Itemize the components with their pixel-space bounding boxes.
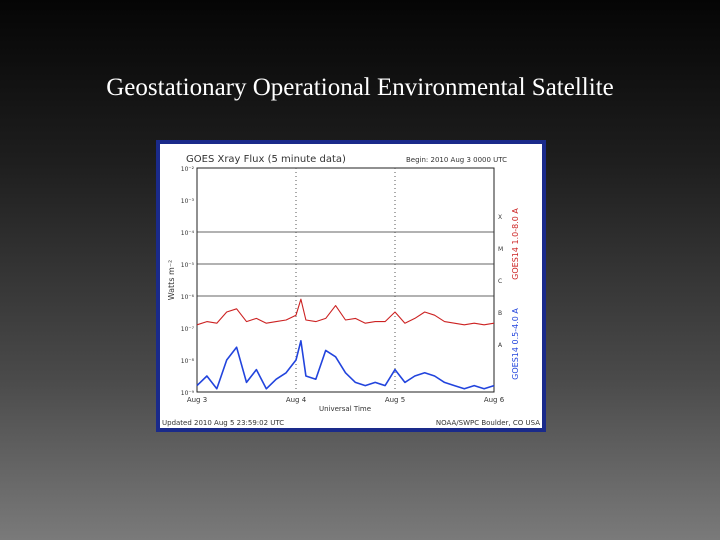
x-axis-label: Universal Time: [319, 405, 371, 413]
y-tick-label: 10⁻⁵: [181, 262, 195, 269]
flare-class-label: M: [498, 246, 503, 253]
flare-class-label: X: [498, 214, 502, 221]
updated-label: Updated 2010 Aug 5 23:59:02 UTC: [162, 419, 284, 427]
y-tick-label: 10⁻²: [181, 166, 195, 173]
series-line-short-channel: [196, 340, 495, 390]
credit-label: NOAA/SWPC Boulder, CO USA: [436, 419, 540, 427]
legend-long-channel: GOES14 1.0-8.0 A: [511, 208, 520, 280]
y-tick-label: 10⁻⁸: [181, 358, 195, 365]
y-tick-label: 10⁻³: [181, 198, 195, 205]
flare-class-label: C: [498, 278, 502, 285]
y-tick-label: 10⁻⁶: [181, 294, 195, 301]
chart-background: [160, 144, 542, 428]
flare-class-label: B: [498, 310, 502, 317]
series-line-long-channel: [196, 298, 495, 326]
x-tick-label: Aug 4: [286, 396, 307, 404]
y-tick-label: 10⁻⁴: [181, 230, 195, 237]
plot-frame: [196, 167, 495, 393]
begin-label: Begin: 2010 Aug 3 0000 UTC: [406, 156, 507, 164]
y-tick-label: 10⁻⁷: [181, 326, 195, 333]
legend-short-channel: GOES14 0.5-4.0 A: [511, 308, 520, 380]
y-tick-label: 10⁻⁹: [181, 390, 195, 397]
xray-flux-figure: GOES Xray Flux (5 minute data) Begin: 20…: [156, 140, 546, 432]
flare-class-label: A: [498, 342, 503, 349]
x-tick-label: Aug 3: [187, 396, 207, 404]
y-axis-label: Watts m⁻²: [167, 260, 176, 301]
chart-title: GOES Xray Flux (5 minute data): [186, 154, 346, 165]
xray-flux-chart: GOES Xray Flux (5 minute data) Begin: 20…: [160, 144, 542, 428]
slide-title: Geostationary Operational Environmental …: [106, 74, 614, 101]
x-tick-label: Aug 5: [385, 396, 405, 404]
x-tick-label: Aug 6: [484, 396, 505, 404]
